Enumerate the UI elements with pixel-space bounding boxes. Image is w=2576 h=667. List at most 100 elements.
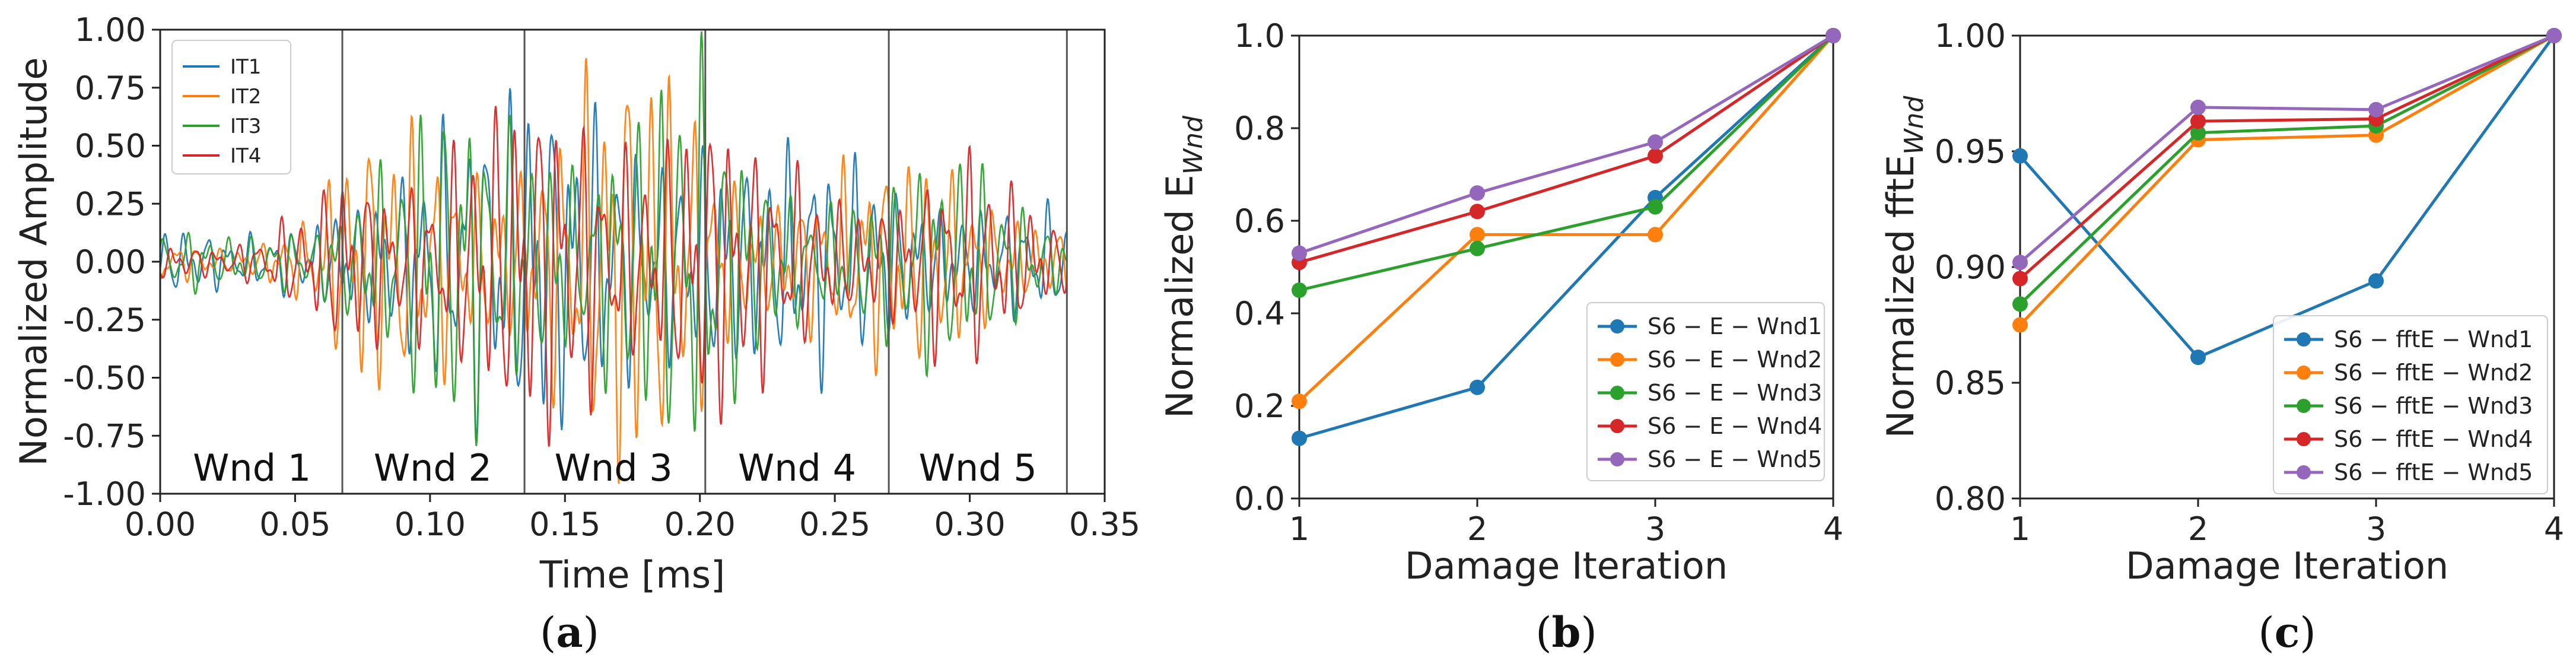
series-marker	[2190, 125, 2206, 141]
series-marker	[1648, 199, 1663, 215]
series-marker	[2012, 271, 2028, 287]
x-tick-label: 0.35	[1069, 506, 1140, 543]
legend-label: S6 − E − Wnd4	[1648, 413, 1822, 439]
legend-label: S6 − E − Wnd5	[1648, 446, 1822, 472]
x-axis-label: Damage Iteration	[1405, 544, 1728, 587]
series-line	[1299, 34, 1834, 292]
y-tick-label: 1.00	[75, 11, 146, 49]
legend-marker	[1610, 419, 1624, 433]
panel-caption-c: (c)	[2258, 608, 2316, 657]
legend-label: S6 − E − Wnd1	[1648, 313, 1822, 339]
y-tick-label: 0.75	[75, 69, 146, 107]
y-axis-label: Normalized fftEWnd	[1879, 96, 1929, 439]
y-tick-label: -1.00	[63, 475, 146, 513]
series-3	[1292, 28, 1841, 298]
y-tick-label: 1.00	[1935, 17, 2006, 55]
y-axis-label-main: Normalized fftE	[1879, 155, 1922, 439]
x-tick-label: 0.00	[125, 506, 196, 543]
legend-box	[2273, 315, 2548, 494]
legend-label: IT2	[230, 85, 261, 109]
panel-caption-a: (a)	[540, 608, 599, 657]
x-tick-label: 2	[1467, 510, 1487, 548]
caption-paren-open: (	[2258, 608, 2274, 657]
y-tick-label: 0.0	[1234, 480, 1285, 517]
series-marker	[1470, 379, 1485, 395]
legend-label: S6 − E − Wnd3	[1648, 380, 1822, 406]
legend-label: S6 − E − Wnd2	[1648, 347, 1822, 373]
y-tick-label: 0.25	[75, 185, 146, 223]
legend-label: IT3	[230, 115, 261, 138]
series-line-it3	[160, 31, 1067, 446]
series-marker	[2012, 255, 2028, 271]
caption-paren-close: )	[2300, 608, 2316, 657]
series-marker	[2012, 317, 2028, 333]
x-tick-label: 1	[2010, 510, 2030, 548]
legend-marker	[2297, 465, 2311, 479]
y-tick-label: 0.8	[1234, 110, 1285, 147]
series-line-it4	[160, 106, 1068, 447]
legend-marker	[2297, 366, 2311, 380]
x-tick-label: 0.10	[395, 506, 466, 543]
series-marker	[2546, 28, 2562, 43]
legend: S6 − E − Wnd1 S6 − E − Wnd2 S6 − E − Wnd3 S…	[1586, 302, 1825, 481]
series-line	[1299, 34, 1834, 255]
x-tick-label: 3	[2366, 510, 2386, 548]
series-marker	[1648, 227, 1663, 243]
legend-marker	[2297, 399, 2311, 413]
series-marker	[2190, 350, 2206, 366]
caption-paren-open: (	[540, 608, 556, 657]
window-label: Wnd 2	[374, 446, 492, 490]
window-label: Wnd 5	[919, 446, 1037, 490]
legend-label: IT1	[230, 55, 261, 79]
series-marker	[2012, 296, 2028, 312]
x-axis-label: Damage Iteration	[2126, 544, 2448, 587]
y-tick-label: -0.75	[63, 417, 146, 455]
window-label: Wnd 1	[193, 446, 311, 490]
series-marker	[1648, 148, 1663, 164]
series-marker	[1826, 28, 1841, 43]
x-tick-label: 4	[2544, 510, 2564, 548]
legend-marker	[2297, 332, 2311, 347]
y-tick-label: 0.2	[1234, 388, 1285, 425]
legend-box	[1586, 302, 1825, 481]
legend: S6 − fftE − Wnd1 S6 − fftE − Wnd2 S6 − fft…	[2273, 315, 2548, 494]
series-5	[1292, 28, 1841, 261]
x-tick-label: 2	[2188, 510, 2208, 548]
legend-marker	[1610, 319, 1624, 333]
series-marker	[1470, 227, 1485, 243]
x-tick-label: 0.25	[799, 506, 870, 543]
x-tick-label: 0.30	[934, 506, 1005, 543]
waveform-series-group	[160, 31, 1068, 484]
y-tick-label: 0.85	[1935, 364, 2006, 402]
series-marker	[2368, 273, 2384, 289]
y-tick-label: 0.95	[1935, 133, 2006, 170]
y-tick-label: 0.90	[1935, 249, 2006, 286]
y-axis-label: Normalized EWnd	[1158, 115, 1209, 418]
series-line-it2	[160, 58, 1068, 484]
y-tick-label: 0.00	[75, 243, 146, 281]
legend-marker	[1610, 452, 1624, 466]
caption-paren-open: (	[1535, 608, 1551, 657]
series-marker	[1292, 282, 1307, 298]
series-line	[1299, 34, 1834, 440]
series-marker	[2012, 148, 2028, 164]
y-axis-label-main: Normalized E	[1158, 174, 1201, 418]
x-tick-label: 4	[1823, 510, 1843, 548]
series-marker	[2190, 99, 2206, 115]
legend-label: S6 − fftE − Wnd5	[2334, 459, 2533, 485]
series-line	[2019, 34, 2555, 280]
caption-paren-close: )	[583, 608, 599, 657]
y-tick-label: -0.50	[63, 360, 146, 397]
legend-label: S6 − fftE − Wnd2	[2334, 360, 2533, 386]
caption-paren-close: )	[1580, 608, 1597, 657]
y-tick-label: 0.6	[1234, 202, 1285, 240]
series-line	[2019, 34, 2555, 306]
legend-marker	[2297, 432, 2311, 446]
x-tick-label: 0.05	[259, 506, 330, 543]
legend-marker	[1610, 352, 1624, 367]
y-tick-label: 0.80	[1935, 480, 2006, 517]
y-axis-label-subscript: Wnd	[1899, 96, 1929, 155]
series-line	[2019, 34, 2556, 360]
series-marker	[1470, 185, 1485, 201]
